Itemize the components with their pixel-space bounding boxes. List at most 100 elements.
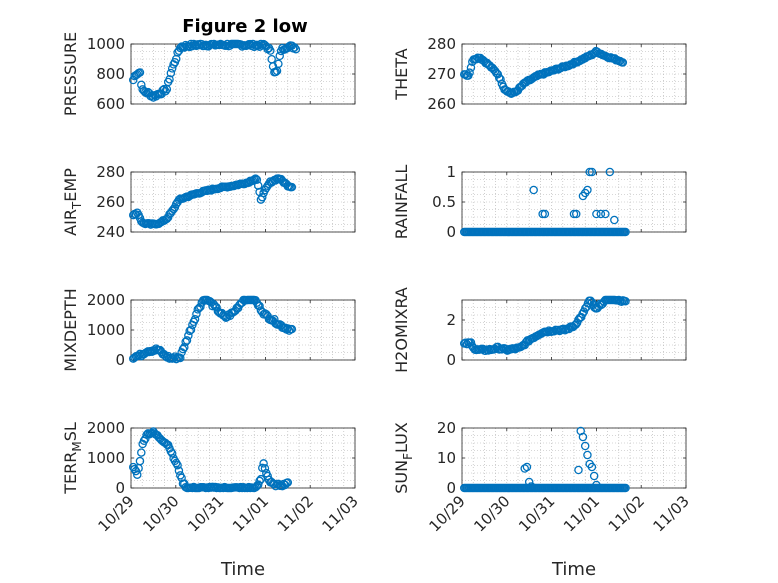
data-point <box>251 174 260 183</box>
data-point <box>251 483 260 492</box>
data-point <box>592 209 601 219</box>
y-tick-label: 260 <box>96 193 125 211</box>
y-axis-label: SUNFLUX <box>392 422 415 494</box>
x-axis-label: Time <box>220 559 265 580</box>
x-tick-label: 10/31 <box>184 492 227 535</box>
subplot-sunflux: 0 10 20 10/29 10/30 10/31 11/01 11/02 11/03 Time S… <box>392 419 693 580</box>
data-point <box>255 476 264 486</box>
y-tick-label: 2 <box>446 311 456 329</box>
y-tick-label: 0.5 <box>432 193 456 211</box>
axes-box <box>461 299 687 361</box>
x-axis-label: Time <box>551 559 596 580</box>
data-point <box>574 465 583 475</box>
y-tick-label: 1000 <box>87 321 125 339</box>
data-point <box>571 320 581 329</box>
data-point <box>252 175 262 185</box>
y-tick-label: 2000 <box>87 291 125 309</box>
x-tick-label: 11/02 <box>274 492 317 535</box>
data-point <box>524 477 534 487</box>
data-point <box>492 68 501 78</box>
data-point <box>466 63 476 72</box>
data-point <box>166 68 176 78</box>
y-tick-label: 270 <box>427 65 456 83</box>
x-tick-label: 10/30 <box>139 492 182 535</box>
data-point <box>589 471 599 481</box>
x-tick-label: 10/29 <box>95 492 138 535</box>
subplot-pressure: 600 800 1000 PRESSURE <box>61 32 356 116</box>
data-point <box>571 209 581 219</box>
y-tick-label: 240 <box>96 223 125 241</box>
y-tick-label: 10 <box>437 449 456 467</box>
data-point <box>262 310 271 319</box>
data-point <box>592 480 601 490</box>
data-point <box>260 185 270 195</box>
data-point <box>529 185 538 195</box>
data-point <box>174 466 184 475</box>
subplot-rainfall: 0 0.5 1 RAINFALL <box>392 163 687 241</box>
data-point <box>540 209 550 219</box>
y-axis-label: PRESSURE <box>61 32 80 116</box>
x-tick-label: 10/29 <box>426 492 469 535</box>
data-point <box>587 462 597 472</box>
x-tick-label: 11/02 <box>605 492 648 535</box>
data-point <box>280 480 290 490</box>
data-point <box>171 199 181 209</box>
data-point <box>210 302 220 311</box>
y-tick-label: 1000 <box>87 449 125 467</box>
data-point <box>287 182 297 192</box>
data-point <box>522 462 532 472</box>
data-point <box>583 450 592 460</box>
data-point <box>256 474 266 484</box>
subplot-terrmsl: 0 1000 2000 10/29 10/30 10/31 11/01 11/02 11/03 T… <box>61 419 362 580</box>
data-point <box>128 75 138 85</box>
x-tick-label: 11/01 <box>229 492 272 535</box>
y-axis-label: TERRMSL <box>61 422 84 495</box>
data-point <box>574 315 583 324</box>
y-axis-label: THETA <box>392 48 411 100</box>
x-tick-label: 10/31 <box>515 492 558 535</box>
data-point <box>274 59 283 69</box>
data-point <box>193 305 203 314</box>
x-tick-label: 10/30 <box>470 492 513 535</box>
y-tick-label: 600 <box>96 95 125 113</box>
data-point <box>283 478 293 487</box>
data-point <box>271 67 280 77</box>
x-tick-label: 11/01 <box>560 492 603 535</box>
subplot-h2omixra: 0 2 H2OMIXRA <box>392 287 687 373</box>
figure-title: Figure 2 low <box>182 16 307 37</box>
y-tick-label: 2000 <box>87 419 125 437</box>
data-point <box>291 44 301 54</box>
data-point <box>167 449 177 458</box>
data-point <box>151 92 161 101</box>
y-axis-label: AIRTEMP <box>61 168 84 236</box>
data-point <box>176 353 185 363</box>
data-point <box>165 75 174 84</box>
data-point <box>131 466 141 476</box>
data-point <box>520 464 529 473</box>
subplot-mixdepth: 0 1000 2000 MIXDEPTH <box>61 288 356 372</box>
data-point <box>618 58 628 67</box>
data-point <box>258 192 267 202</box>
subplot-theta: 260 270 280 THETA <box>392 35 687 113</box>
data-point <box>173 48 182 57</box>
data-point <box>135 68 145 77</box>
y-tick-label: 0 <box>115 351 125 369</box>
y-tick-label: 0 <box>446 479 456 497</box>
y-tick-label: 1000 <box>87 35 125 53</box>
y-axis-label: H2OMIXRA <box>392 287 411 373</box>
data-point <box>587 167 597 177</box>
y-axis-label: RAINFALL <box>392 165 411 240</box>
data-point <box>256 39 266 49</box>
data-point <box>260 464 270 473</box>
y-tick-label: 800 <box>96 65 125 83</box>
data-point <box>208 301 217 311</box>
data-point <box>583 185 592 195</box>
data-point <box>578 432 588 442</box>
y-tick-label: 1 <box>446 163 456 181</box>
y-tick-label: 0 <box>446 351 456 369</box>
y-tick-label: 0 <box>115 479 125 497</box>
data-point <box>135 456 145 466</box>
data-point <box>527 482 536 491</box>
